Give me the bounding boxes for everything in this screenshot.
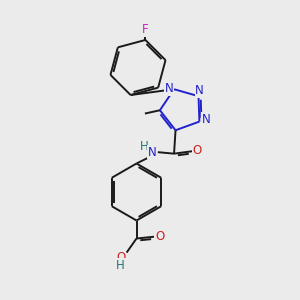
Text: O: O bbox=[116, 251, 125, 264]
Text: H: H bbox=[116, 259, 125, 272]
Text: O: O bbox=[193, 144, 202, 157]
Text: N: N bbox=[202, 113, 210, 126]
Text: N: N bbox=[195, 84, 204, 97]
Text: H: H bbox=[140, 140, 148, 153]
Text: N: N bbox=[165, 82, 174, 95]
Text: F: F bbox=[142, 23, 149, 36]
Text: N: N bbox=[148, 146, 157, 159]
Text: O: O bbox=[155, 230, 164, 243]
